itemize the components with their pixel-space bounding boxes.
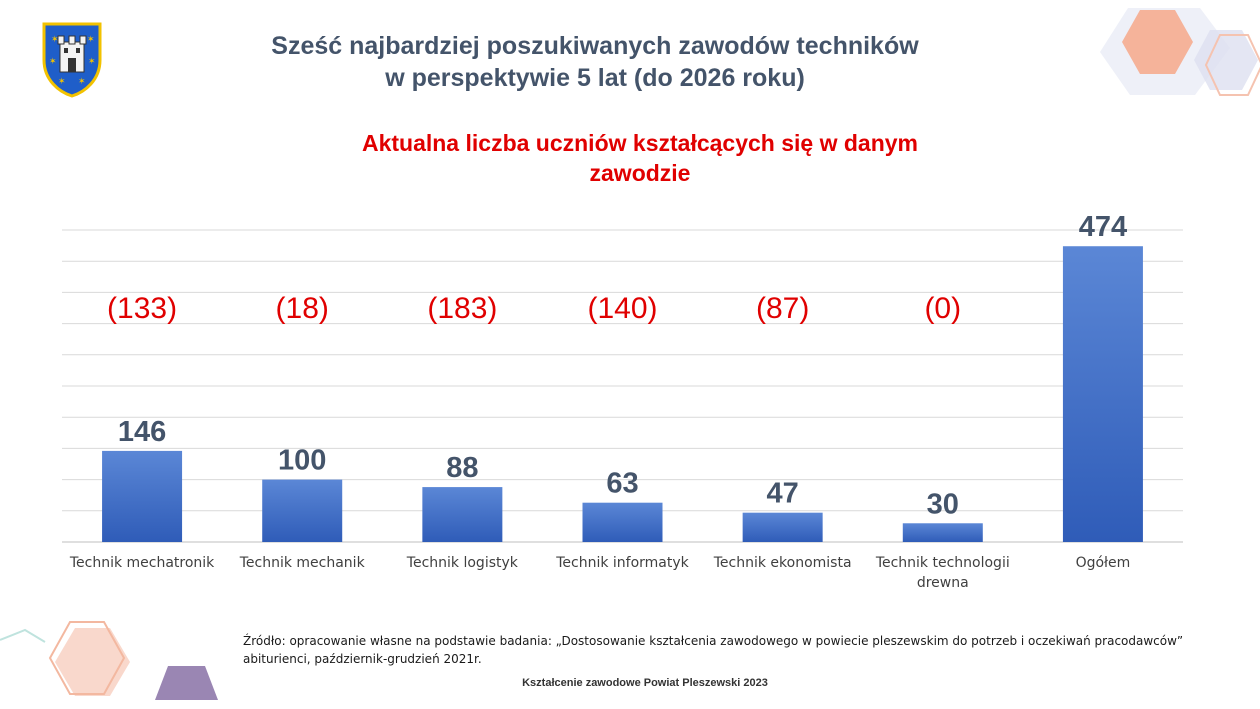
bar — [102, 450, 183, 542]
bar-chart: 146 (133) Technik mechatronik 100 (18) Techni… — [62, 211, 1183, 591]
coat-of-arms-icon: ✶ ✶ ✶ ✶ ✶ ✶ — [42, 22, 102, 98]
data-label: 30 — [927, 488, 959, 520]
svg-text:✶: ✶ — [49, 57, 57, 67]
chart-subtitle: Aktualna liczba uczniów kształcących się… — [300, 128, 980, 188]
annotation-label: (133) — [107, 292, 177, 325]
x-tick-label: Technik mechatronik — [69, 555, 215, 571]
bar — [262, 479, 343, 542]
svg-text:✶: ✶ — [88, 57, 96, 67]
source-line: Źródło: opracowanie własne na podstawie … — [243, 634, 1184, 648]
bar — [422, 487, 503, 542]
title-line: w perspektywie 5 lat (do 2026 roku) — [385, 64, 805, 92]
data-label: 63 — [606, 468, 638, 500]
subtitle-line: Aktualna liczba uczniów kształcących się… — [361, 130, 919, 156]
source-note: Źródło: opracowanie własne na podstawie … — [243, 632, 1183, 668]
data-label: 100 — [278, 445, 326, 477]
x-tick-label: Ogółem — [1076, 555, 1131, 571]
bar — [1062, 246, 1143, 542]
x-tick-label: drewna — [917, 575, 969, 591]
source-line: abiturienci, październik-grudzień 2021r. — [243, 652, 482, 666]
subtitle-line: zawodzie — [589, 160, 691, 186]
annotation-label: (18) — [276, 292, 329, 325]
annotation-label: (140) — [587, 292, 657, 325]
x-tick-label: Technik logistyk — [406, 555, 519, 571]
svg-text:✶: ✶ — [78, 77, 86, 87]
x-tick-label: Technik mechanik — [239, 555, 366, 571]
annotation-label: (0) — [924, 292, 961, 325]
footer-text: Kształcenie zawodowe Powiat Pleszewski 2… — [522, 677, 768, 689]
hexagon-decor-icon — [0, 621, 218, 700]
svg-text:✶: ✶ — [51, 35, 59, 45]
x-tick-label: Technik ekonomista — [713, 555, 852, 571]
data-label: 146 — [118, 416, 166, 448]
x-tick-label: Technik informatyk — [555, 555, 689, 571]
bar — [582, 502, 663, 542]
title-line: Sześć najbardziej poszukiwanych zawodów … — [271, 32, 919, 60]
page-title: Sześć najbardziej poszukiwanych zawodów … — [200, 30, 990, 94]
x-tick-label: Technik technologii — [875, 555, 1010, 571]
data-label: 88 — [446, 452, 478, 484]
svg-text:✶: ✶ — [87, 35, 95, 45]
bar — [742, 512, 823, 542]
annotation-label: (183) — [427, 292, 497, 325]
annotation-label: (87) — [756, 292, 809, 325]
hexagon-decor-icon — [1100, 8, 1260, 96]
data-label: 474 — [1079, 211, 1127, 243]
data-label: 47 — [767, 478, 799, 510]
bar — [902, 523, 983, 542]
svg-text:✶: ✶ — [58, 77, 66, 87]
